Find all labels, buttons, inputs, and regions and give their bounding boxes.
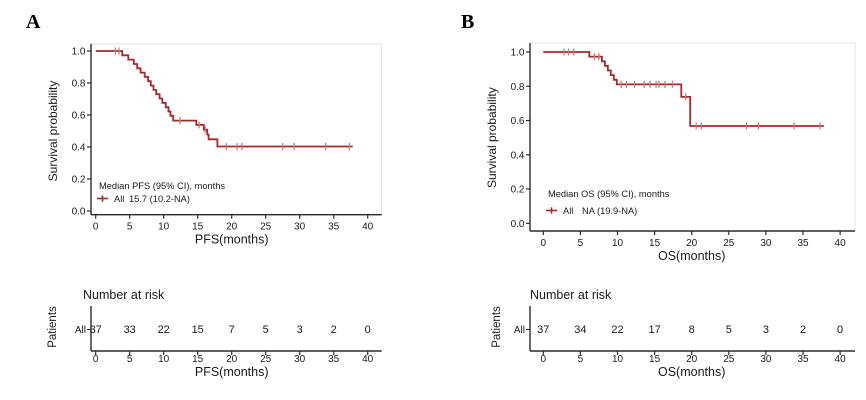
y-tick-label: 1.0 [511,48,525,59]
x-tick-label: 15 [192,222,204,233]
y-axis-title: Survival probability [485,87,499,188]
risk-x-axis-title: OS(months) [658,365,725,379]
risk-x-tick-label: 5 [127,354,133,365]
risk-table-title: Number at risk [530,288,612,302]
x-tick-label: 20 [686,238,698,249]
risk-axis-title-patients: Patients [47,306,59,348]
legend-entry-value: NA (19.9-NA) [582,206,637,216]
x-tick-label: 35 [328,222,340,233]
y-tick-label: 0.8 [72,79,86,90]
risk-value: 34 [574,324,586,336]
y-tick-label: 0.6 [511,116,525,127]
y-axis-title: Survival probability [46,81,60,182]
risk-x-tick-label: 20 [226,354,238,365]
risk-x-tick-label: 25 [723,354,735,365]
legend-entry-value: 15.7 (10.2-NA) [129,194,190,204]
risk-x-tick-label: 10 [612,354,624,365]
risk-row-label: All [514,325,525,336]
x-tick-label: 30 [760,238,772,249]
risk-x-tick-label: 0 [541,354,547,365]
panel-a: A0.00.20.40.60.81.00 5 10 15 20 25 30 35 40PFS(m… [26,11,383,379]
risk-value: 2 [331,324,337,336]
x-axis-title: PFS(months) [195,233,269,247]
risk-row-label: All [75,325,86,336]
legend-title: Median OS (95% CI), months [548,189,670,199]
x-tick-label: 35 [797,238,809,249]
y-tick-label: 0.8 [511,82,525,93]
risk-x-tick-label: 40 [835,354,847,365]
x-tick-label: 5 [127,222,133,233]
risk-value: 17 [648,324,660,336]
x-tick-label: 0 [541,238,547,249]
risk-axis-title-patients: Patients [491,306,503,348]
x-tick-label: 10 [612,238,624,249]
panel-label: B [461,11,474,33]
x-tick-label: 10 [158,222,170,233]
risk-value: 5 [726,324,732,336]
y-tick-label: 0.6 [72,111,86,122]
risk-x-tick-label: 30 [760,354,772,365]
y-tick-label: 0.2 [72,175,86,186]
risk-value: 15 [192,324,204,336]
risk-x-tick-label: 15 [649,354,661,365]
x-tick-label: 15 [649,238,661,249]
plot-panel-border [529,42,856,232]
y-tick-label: 0.4 [511,150,525,161]
risk-table-title: Number at risk [83,288,165,302]
risk-value: 22 [158,324,170,336]
x-tick-label: 5 [578,238,584,249]
legend-entry-label: All [563,206,573,216]
risk-value: 3 [297,324,303,336]
legend-entry-label: All [114,194,124,204]
x-tick-label: 20 [226,222,238,233]
km-curve [543,51,824,127]
y-tick-label: 0.0 [511,219,525,230]
legend-title: Median PFS (95% CI), months [99,181,225,191]
risk-x-axis-title: PFS(months) [195,365,269,379]
risk-value: 0 [365,324,371,336]
risk-value: 37 [537,324,549,336]
y-tick-label: 0.2 [511,185,525,196]
risk-value: 22 [611,324,623,336]
risk-x-tick-label: 15 [192,354,204,365]
risk-value: 37 [90,324,102,336]
km-curve [95,50,353,148]
risk-value: 33 [124,324,136,336]
risk-x-tick-label: 30 [294,354,306,365]
risk-value: 0 [837,324,843,336]
risk-x-tick-label: 20 [686,354,698,365]
panel-label: A [26,11,41,33]
x-tick-label: 40 [362,222,374,233]
risk-value: 7 [229,324,235,336]
risk-x-tick-label: 5 [578,354,584,365]
risk-value: 5 [263,324,269,336]
panel-b: B0.00.20.40.60.81.00 5 10 15 20 25 30 35 40OS(mo… [461,11,856,379]
risk-x-tick-label: 35 [797,354,809,365]
risk-x-tick-label: 0 [93,354,99,365]
x-tick-label: 25 [260,222,272,233]
y-tick-label: 1.0 [72,47,86,58]
risk-x-tick-label: 25 [260,354,272,365]
risk-value: 2 [800,324,806,336]
risk-value: 8 [689,324,695,336]
x-tick-label: 30 [294,222,306,233]
x-axis-title: OS(months) [658,249,725,263]
y-tick-label: 0.4 [72,143,86,154]
x-tick-label: 40 [835,238,847,249]
x-tick-label: 0 [93,222,99,233]
risk-x-tick-label: 10 [158,354,170,365]
risk-value: 3 [763,324,769,336]
y-tick-label: 0.0 [72,207,86,218]
risk-x-tick-label: 40 [362,354,374,365]
risk-x-tick-label: 35 [328,354,340,365]
x-tick-label: 25 [723,238,735,249]
